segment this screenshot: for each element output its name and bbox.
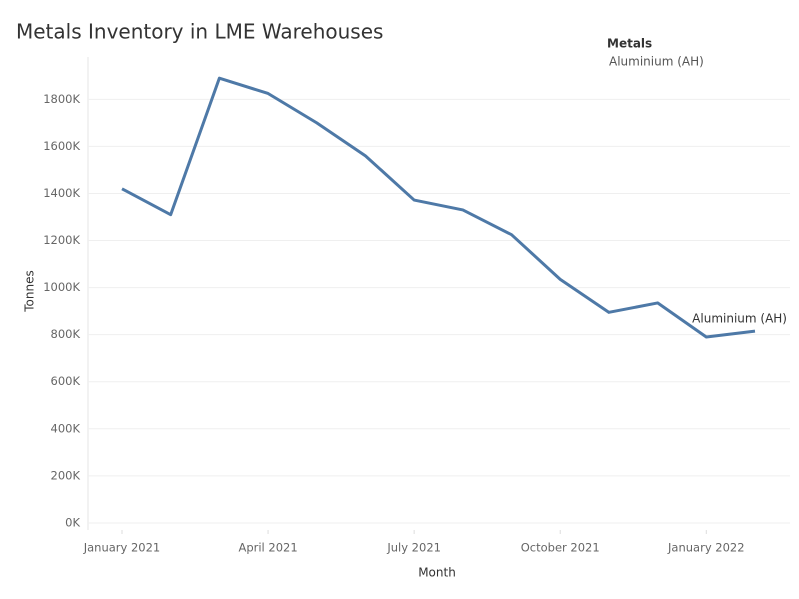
y-tick-label: 1600K	[43, 139, 80, 153]
x-tick-label: January 2021	[83, 541, 161, 555]
y-axis-title: Tonnes	[23, 270, 37, 312]
x-tick-label: April 2021	[238, 541, 297, 555]
legend-title: Metals	[607, 37, 652, 51]
y-tick-label: 1200K	[43, 233, 80, 247]
y-tick-label: 1000K	[43, 280, 80, 294]
y-tick-label: 600K	[51, 374, 81, 388]
x-tick-label: October 2021	[521, 541, 600, 555]
y-tick-label: 800K	[51, 327, 81, 341]
line	[121, 76, 756, 339]
legend-item: Aluminium (AH)	[609, 55, 704, 69]
y-tick-label: 1800K	[43, 92, 80, 106]
x-tick-label: July 2021	[386, 541, 441, 555]
y-tick-label: 400K	[51, 421, 81, 435]
y-tick-label: 200K	[51, 468, 81, 482]
chart-title: Metals Inventory in LME Warehouses	[16, 20, 383, 44]
x-axis-title: Month	[418, 566, 456, 580]
end-label: Aluminium (AH)	[692, 312, 787, 326]
x-tick-label: January 2022	[667, 541, 745, 555]
y-tick-label: 0K	[65, 515, 80, 529]
y-tick-label: 1400K	[43, 186, 80, 200]
